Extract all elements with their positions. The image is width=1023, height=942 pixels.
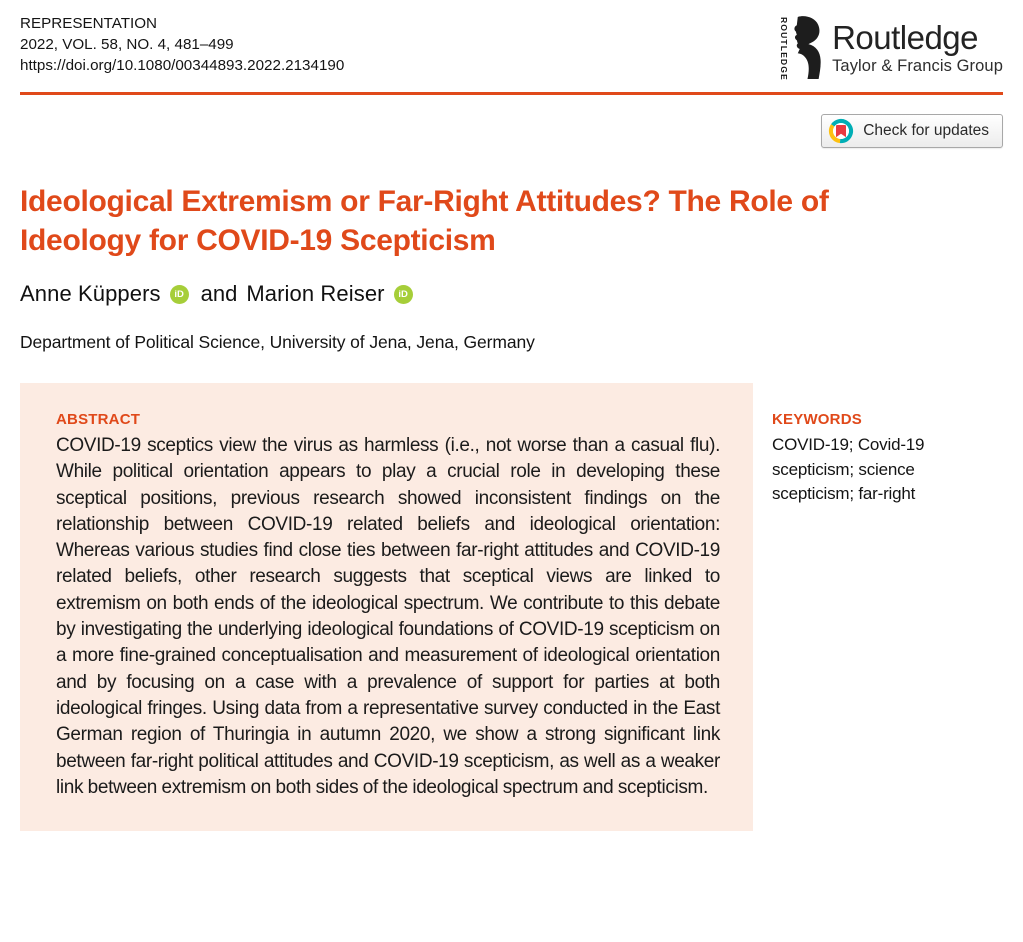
abstract-box: ABSTRACT COVID-19 sceptics view the viru… bbox=[20, 383, 753, 832]
authors-and-label: and bbox=[200, 281, 238, 306]
page-header: REPRESENTATION 2022, VOL. 58, NO. 4, 481… bbox=[20, 0, 1003, 83]
publisher-wordmark: Routledge Taylor & Francis Group bbox=[832, 21, 1003, 77]
header-divider bbox=[20, 92, 1003, 95]
authors-row: Anne Küppers iD and Marion Reiser iD bbox=[20, 281, 1003, 307]
orcid-icon[interactable]: iD bbox=[393, 284, 413, 304]
check-for-updates-label: Check for updates bbox=[863, 122, 989, 139]
journal-name: REPRESENTATION bbox=[20, 15, 157, 32]
doi-link[interactable]: https://doi.org/10.1080/00344893.2022.21… bbox=[20, 57, 345, 74]
author-name-2: Marion Reiser bbox=[246, 281, 385, 306]
keywords-heading: KEYWORDS bbox=[772, 411, 862, 428]
publisher-name: Routledge bbox=[832, 19, 979, 56]
journal-info-block: REPRESENTATION 2022, VOL. 58, NO. 4, 481… bbox=[20, 13, 344, 76]
routledge-vertical-label: ROUTLEDGE bbox=[779, 17, 790, 81]
keywords-column: KEYWORDS COVID-19; Covid-19 scepticism; … bbox=[772, 383, 985, 507]
author-affiliation: Department of Political Science, Univers… bbox=[20, 332, 535, 352]
article-title: Ideological Extremism or Far-Right Attit… bbox=[20, 185, 829, 257]
orcid-icon[interactable]: iD bbox=[169, 284, 189, 304]
check-for-updates-button[interactable]: Check for updates bbox=[821, 114, 1003, 148]
author-name-1: Anne Küppers bbox=[20, 281, 161, 306]
keywords-text: COVID-19; Covid-19 scepticism; science s… bbox=[772, 435, 925, 503]
updates-row: Check for updates bbox=[20, 114, 1003, 148]
abstract-heading: ABSTRACT bbox=[56, 411, 141, 428]
publisher-group: Taylor & Francis Group bbox=[832, 57, 1003, 75]
routledge-logo: ROUTLEDGE Routledge Taylor & Francis Gro… bbox=[779, 15, 1003, 83]
crossmark-icon bbox=[829, 118, 854, 144]
abstract-text: COVID-19 sceptics view the virus as harm… bbox=[56, 435, 720, 798]
abstract-keywords-columns: ABSTRACT COVID-19 sceptics view the viru… bbox=[20, 383, 1003, 832]
journal-issue-info: 2022, VOL. 58, NO. 4, 481–499 bbox=[20, 36, 234, 53]
routledge-head-r-icon bbox=[794, 16, 821, 80]
